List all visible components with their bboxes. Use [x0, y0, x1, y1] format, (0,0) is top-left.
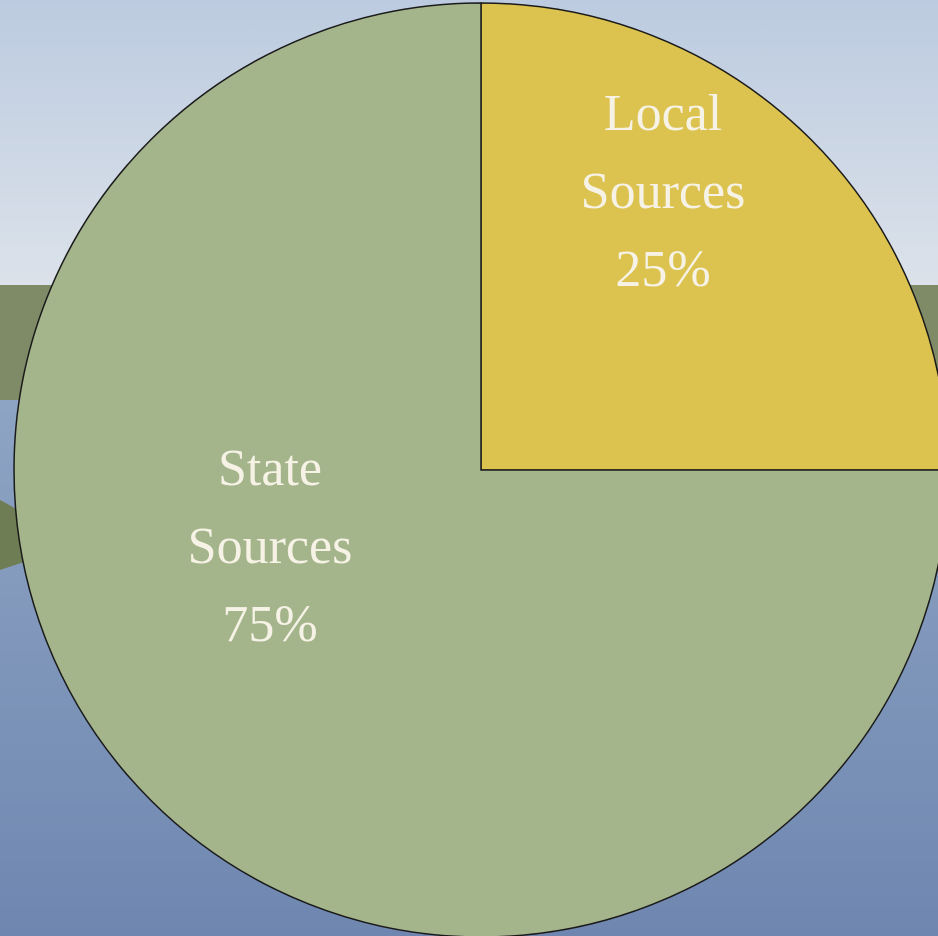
pie: Local Sources 25% State Sources 75%	[13, 2, 938, 936]
slice-value-label: 25%	[615, 241, 710, 298]
slice-category-label: State Sources	[188, 440, 353, 575]
pie-slice	[13, 2, 938, 936]
slice-category-label: Local Sources	[581, 85, 746, 220]
slice-value-label: 75%	[222, 596, 317, 653]
